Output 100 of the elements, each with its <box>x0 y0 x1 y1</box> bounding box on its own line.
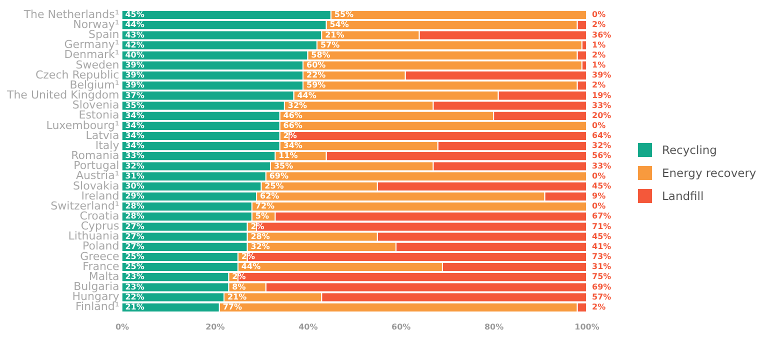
data-label: 56% <box>592 151 612 160</box>
data-label: 71% <box>592 222 612 231</box>
data-label: 22% <box>306 70 326 80</box>
data-label: 45% <box>125 10 144 20</box>
legend-label: Energy recovery <box>662 166 756 180</box>
data-label: 2% <box>592 302 606 312</box>
x-tick-label: 60% <box>392 322 411 332</box>
data-label: 32% <box>592 141 612 150</box>
data-label: 60% <box>306 60 326 70</box>
data-label: 2% <box>592 50 606 60</box>
data-label: 58% <box>311 50 330 60</box>
data-label: 34% <box>125 121 144 130</box>
data-label: 66% <box>283 121 302 130</box>
legend-label: Landfill <box>662 188 704 202</box>
data-label: 21% <box>325 30 344 40</box>
data-label: 34% <box>283 141 302 150</box>
data-label: 8% <box>232 282 246 292</box>
data-label: 33% <box>125 151 144 160</box>
data-label: 73% <box>592 252 612 262</box>
data-label: 54% <box>330 20 349 30</box>
data-label: 5% <box>255 212 269 221</box>
data-label: 0% <box>592 202 606 211</box>
data-label: 57% <box>320 40 340 50</box>
y-tick-label: Cyprus <box>80 220 120 233</box>
x-tick-label: 100% <box>574 322 600 332</box>
data-label: 20% <box>592 110 612 120</box>
data-label: 45% <box>592 232 612 241</box>
data-label: 11% <box>278 151 298 160</box>
data-label: 0% <box>592 121 606 130</box>
x-tick-label: 20% <box>206 322 225 332</box>
data-label: 64% <box>592 131 612 140</box>
data-label: 21% <box>227 292 247 302</box>
data-label: 41% <box>592 242 612 251</box>
data-label: 34% <box>125 131 144 140</box>
data-label: 39% <box>125 70 144 80</box>
data-label: 1% <box>592 60 606 70</box>
data-label: 27% <box>125 242 144 251</box>
data-label: 39% <box>125 80 144 90</box>
data-label: 35% <box>274 161 294 170</box>
data-label: 23% <box>125 282 144 292</box>
data-label: 23% <box>125 272 144 282</box>
data-label: 28% <box>125 202 144 211</box>
data-label: 2% <box>592 80 606 90</box>
data-label: 0% <box>592 171 606 180</box>
data-label: 75% <box>592 272 612 282</box>
data-label: 34% <box>125 110 144 120</box>
data-label: 27% <box>125 222 144 231</box>
data-label: 32% <box>250 242 270 251</box>
data-label: 21% <box>125 302 144 312</box>
data-label: 67% <box>592 212 612 221</box>
data-label: 35% <box>125 100 144 110</box>
data-label: 25% <box>264 181 284 190</box>
data-label: 1% <box>592 40 606 50</box>
y-tick-label: Italy <box>95 138 120 152</box>
data-label: 28% <box>125 212 144 221</box>
data-label: 28% <box>250 232 270 241</box>
data-label: 69% <box>592 282 612 292</box>
data-label: 29% <box>125 192 144 201</box>
data-label: 44% <box>297 90 316 100</box>
data-label: 32% <box>288 100 308 110</box>
data-label: 0% <box>592 10 606 20</box>
data-label: 40% <box>125 50 144 60</box>
x-tick-label: 40% <box>298 322 318 332</box>
data-label: 72% <box>255 202 275 211</box>
data-label: 27% <box>125 232 144 241</box>
data-label: 2% <box>592 20 606 30</box>
data-label: 31% <box>592 262 612 272</box>
data-label: 31% <box>125 171 144 180</box>
data-label: 34% <box>125 141 144 150</box>
data-label: 37% <box>125 90 144 100</box>
y-tick-label: Bulgaria <box>74 280 120 294</box>
data-label: 57% <box>592 292 612 302</box>
data-label: 32% <box>125 161 144 170</box>
y-tick-label: Croatia <box>80 210 120 222</box>
data-label: 30% <box>125 181 144 190</box>
data-label: 19% <box>592 90 612 100</box>
data-label: 59% <box>306 80 326 90</box>
legend-label: Recycling <box>662 142 717 156</box>
data-label: 39% <box>125 60 144 70</box>
data-label: 9% <box>592 192 606 201</box>
data-label: 45% <box>592 181 612 190</box>
data-label: 55% <box>334 10 354 20</box>
x-tick-label: 0% <box>115 322 130 332</box>
data-label: 44% <box>125 20 144 30</box>
data-label: 62% <box>260 192 280 201</box>
data-label: 69% <box>269 171 288 180</box>
data-label: 39% <box>592 70 612 80</box>
y-tick-label: The United Kingdom <box>6 88 120 102</box>
y-tick-label: Finland¹ <box>76 300 120 314</box>
data-label: 44% <box>241 262 261 272</box>
data-label: 25% <box>125 262 144 272</box>
data-label: 33% <box>592 161 612 170</box>
data-label: 33% <box>592 100 612 110</box>
data-label: 77% <box>222 302 242 312</box>
data-label: 22% <box>125 292 144 302</box>
data-label: 42% <box>125 40 144 50</box>
x-tick-label: 80% <box>484 322 504 332</box>
data-label: 46% <box>283 110 302 120</box>
data-label: 43% <box>125 30 144 40</box>
data-label: 25% <box>125 252 144 262</box>
